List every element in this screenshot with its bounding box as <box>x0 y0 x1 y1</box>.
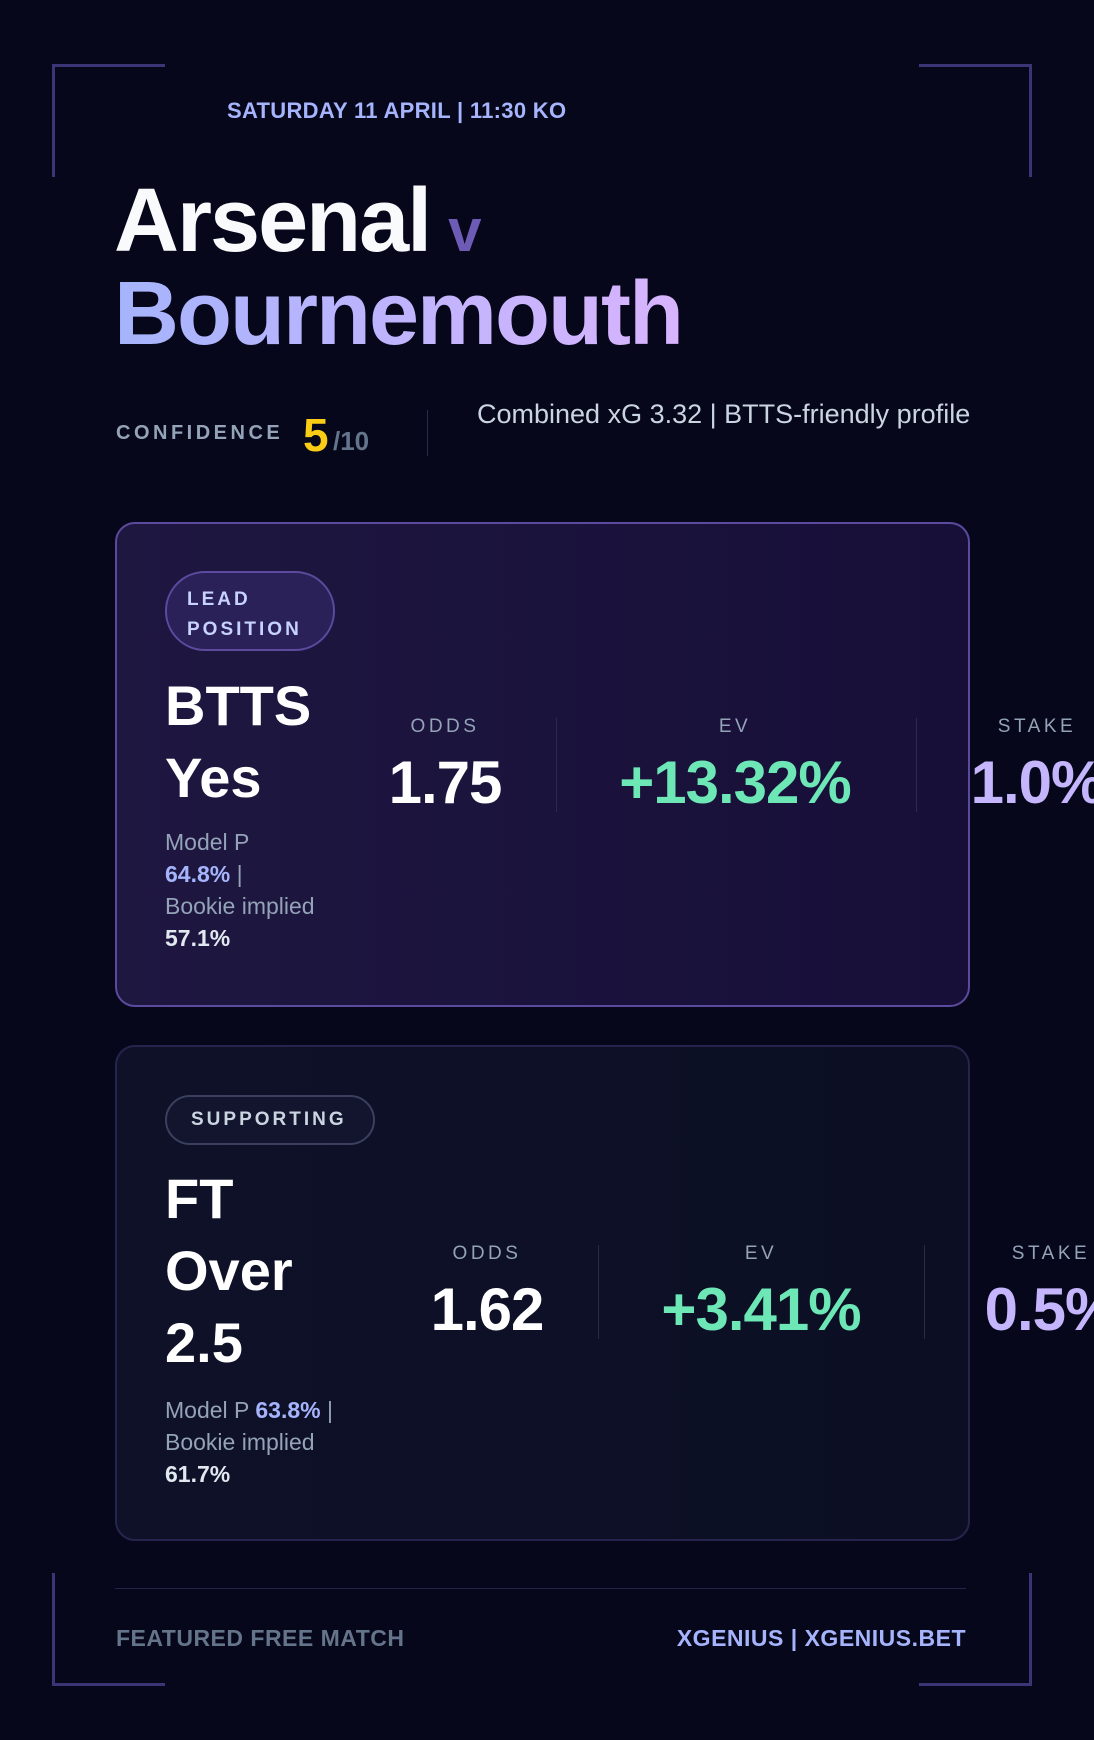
ev-label: EV <box>744 1243 778 1264</box>
divider <box>556 718 557 812</box>
odds-value: 1.62 <box>430 1276 545 1343</box>
footer-divider <box>115 1588 966 1589</box>
versus: v <box>448 197 482 264</box>
model-p: 63.8% <box>255 1397 321 1423</box>
stake-label: STAKE <box>1011 1243 1091 1264</box>
ev-value: +13.32% <box>619 749 852 816</box>
separator: | <box>236 861 243 887</box>
corner-bracket <box>919 1573 1032 1686</box>
corner-bracket <box>919 64 1032 177</box>
bet-card: SUPPORTING FT Over 2.5 Model P 63.8% | B… <box>115 1045 1094 1541</box>
separator: | <box>326 1397 333 1423</box>
ev: EV +13.32% <box>585 716 885 817</box>
corner-bracket <box>52 1573 165 1686</box>
bet-model: Model P 63.8% | Bookie implied 61.7% <box>165 1394 395 1490</box>
bet-model: Model P 64.8% | Bookie implied 57.1% <box>165 826 315 954</box>
stake: STAKE 0.5% <box>901 1243 1094 1344</box>
model-label: Model P <box>165 829 250 855</box>
bet-tag: LEAD POSITION <box>165 571 335 651</box>
home-name: Arsenal <box>114 171 432 271</box>
home-team: Arsenal v <box>114 170 482 273</box>
bookie-p: 61.7% <box>165 1461 231 1487</box>
corner-bracket <box>52 64 165 177</box>
away-team: Bournemouth <box>114 264 684 364</box>
confidence-label: CONFIDENCE <box>116 422 284 444</box>
model-line: 64.8% | <box>165 858 315 890</box>
odds: ODDS 1.62 <box>337 1243 637 1344</box>
divider <box>916 718 917 812</box>
stake-label: STAKE <box>997 716 1077 737</box>
odds-label: ODDS <box>452 1243 522 1264</box>
divider <box>598 1245 599 1339</box>
confidence-scale: /10 <box>333 426 370 456</box>
bet-tag: SUPPORTING <box>165 1095 375 1145</box>
odds-value: 1.75 <box>388 749 503 816</box>
confidence-score: 5 <box>303 409 329 461</box>
bookie-label: Bookie implied <box>165 1429 315 1455</box>
bet-market: FT Over 2.5 <box>165 1167 293 1374</box>
stake: STAKE 1.0% <box>887 716 1094 817</box>
ev-value: +3.41% <box>661 1276 861 1343</box>
footer-right: XGENIUS | XGENIUS.BET <box>676 1625 966 1651</box>
confidence-note: Combined xG 3.32 | BTTS-friendly profile <box>477 399 971 429</box>
match-date: SATURDAY 11 APRIL | 11:30 KO <box>227 98 567 123</box>
ev-label: EV <box>718 716 752 737</box>
bet-market: BTTS Yes <box>165 674 312 809</box>
odds-label: ODDS <box>410 716 480 737</box>
bet-card: LEAD POSITION BTTS Yes Model P 64.8% | B… <box>115 522 1094 1007</box>
model-p: 64.8% <box>165 861 231 887</box>
stake-value: 0.5% <box>984 1276 1094 1343</box>
ev: EV +3.41% <box>611 1243 911 1344</box>
footer-left: FEATURED FREE MATCH <box>116 1625 405 1651</box>
stake-value: 1.0% <box>970 749 1094 816</box>
divider <box>427 410 428 456</box>
odds: ODDS 1.75 <box>295 716 595 817</box>
bookie-label: Bookie implied <box>165 893 315 919</box>
bookie-p: 57.1% <box>165 925 231 951</box>
divider <box>924 1245 925 1339</box>
model-label: Model P <box>165 1397 249 1423</box>
model-line: Model P 63.8% | <box>165 1394 395 1426</box>
